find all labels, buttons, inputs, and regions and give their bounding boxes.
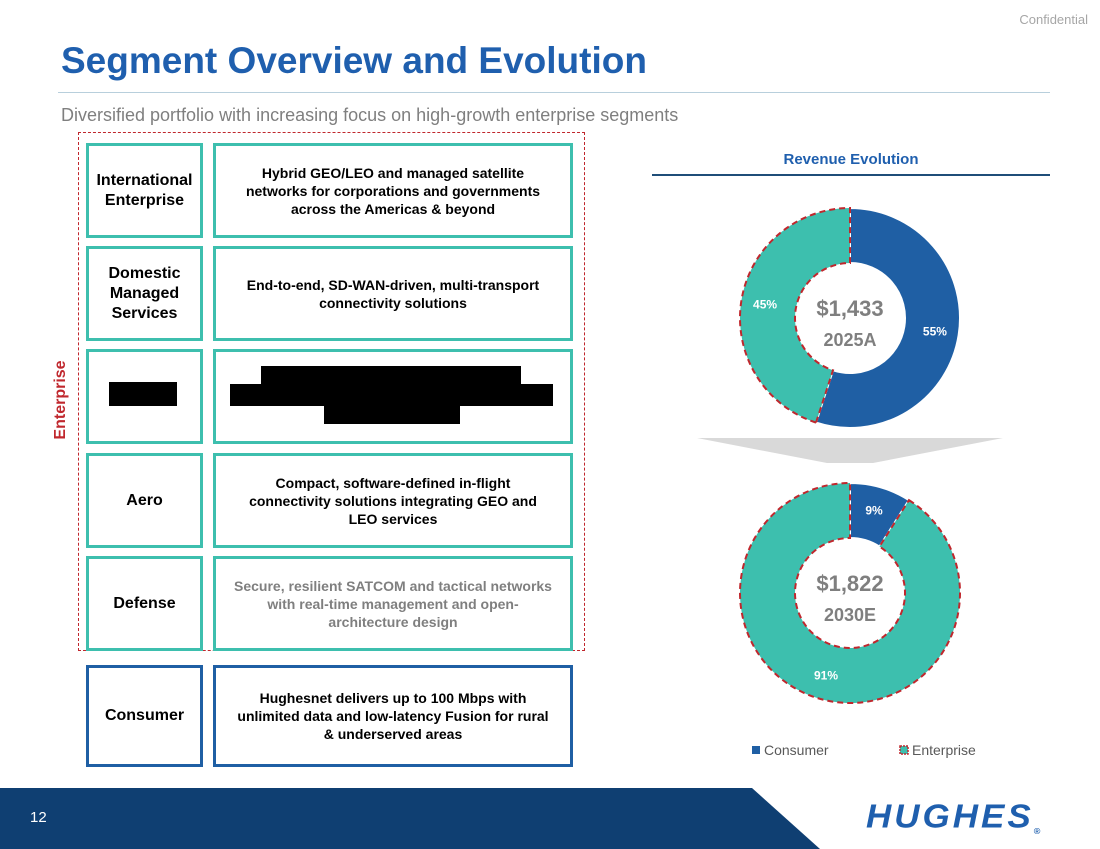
title-divider — [58, 92, 1050, 93]
donut-slice-label: 55% — [923, 324, 947, 338]
donut-slice-label: 91% — [814, 669, 838, 683]
segment-name-redacted — [86, 349, 203, 444]
segment-desc-international-enterprise: Hybrid GEO/LEO and managed satellite net… — [213, 143, 573, 238]
hughes-logo: HUGHES® — [866, 798, 1041, 836]
enterprise-group-label: Enterprise — [52, 360, 69, 440]
donut-slice-enterprise — [739, 481, 961, 704]
donut-slice-label: 45% — [753, 298, 777, 312]
legend-swatch-consumer — [752, 746, 760, 754]
chart-transition-band — [697, 438, 1003, 463]
page-subtitle: Diversified portfolio with increasing fo… — [61, 105, 679, 125]
legend-label-consumer: Consumer — [764, 742, 829, 758]
legend-swatch-enterprise — [899, 745, 909, 755]
segment-desc-aero: Compact, software-defined in-flight conn… — [213, 453, 573, 548]
page-title: Segment Overview and Evolution — [61, 40, 647, 81]
donut-total: $1,822 — [816, 571, 883, 596]
donut-slice-consumer — [814, 206, 961, 429]
page-number: 12 — [30, 809, 47, 826]
segment-desc-consumer: Hughesnet delivers up to 100 Mbps with u… — [213, 665, 573, 767]
legend-label-enterprise: Enterprise — [912, 742, 976, 758]
donut-period: 2025A — [823, 330, 876, 350]
segment-desc-defense: Secure, resilient SATCOM and tactical ne… — [213, 556, 573, 651]
donut-period: 2030E — [824, 605, 876, 625]
donut-total: $1,433 — [816, 296, 883, 321]
redaction-block — [324, 404, 460, 424]
footer-bar — [0, 788, 820, 849]
segment-name-domestic-managed-services: Domestic Managed Services — [86, 246, 203, 341]
segment-name-consumer: Consumer — [86, 665, 203, 767]
donut-slice-label: 9% — [865, 503, 883, 517]
redaction-block — [230, 384, 553, 406]
confidential-label: Confidential — [1019, 12, 1088, 27]
redaction-block — [261, 366, 521, 386]
segment-desc-domestic-managed-services: End-to-end, SD-WAN-driven, multi-transpo… — [213, 246, 573, 341]
revenue-donut-charts: 55% 45% $1,433 2025A 9% 91% $1,822 2030E Consume… — [697, 206, 1003, 758]
segment-name-international-enterprise: International Enterprise — [86, 143, 203, 238]
segment-name-aero: Aero — [86, 453, 203, 548]
chart-title: Revenue Evolution — [783, 151, 919, 168]
redaction-block — [109, 382, 177, 406]
chart-title-rule — [652, 174, 1050, 176]
segment-name-defense: Defense — [86, 556, 203, 651]
donut-slice-enterprise — [739, 206, 851, 424]
